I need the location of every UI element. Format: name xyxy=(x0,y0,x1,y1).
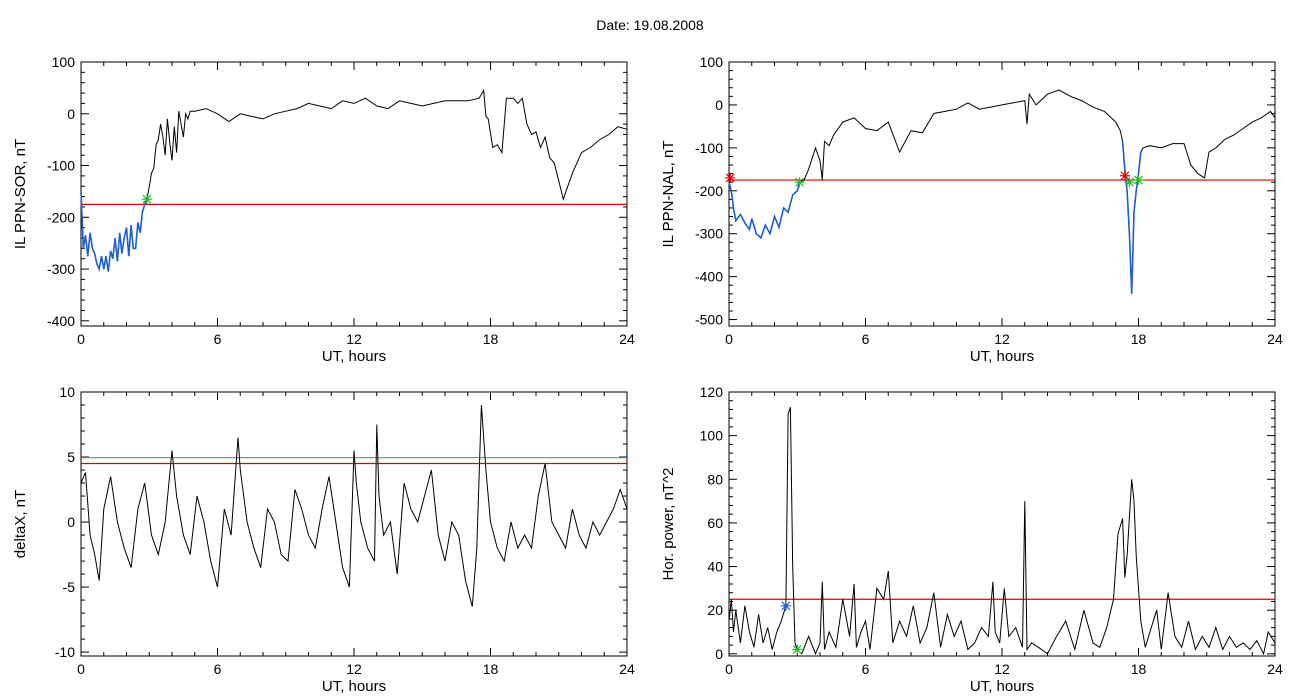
data-line xyxy=(728,407,1276,656)
chart-panel-4: 0 6 12 18 24 0 20 40 60 80 100 120 UT, hours Hor. pow… xyxy=(660,384,1283,695)
event-marker xyxy=(725,172,736,183)
event-marker xyxy=(1133,175,1144,186)
chart-panel-1: 0 6 12 18 24 -400 -300 -200 -100 0 100 UT, hours IL … xyxy=(12,54,635,365)
y-axis-label: deltaX, nT xyxy=(12,490,29,558)
x-tick-label: 6 xyxy=(214,331,222,347)
x-tick-label: 12 xyxy=(346,661,362,677)
y-tick-label: 0 xyxy=(715,97,723,113)
x-tick-label: 18 xyxy=(483,661,499,677)
plot-frame xyxy=(80,391,628,657)
y-tick-label: -400 xyxy=(695,269,723,285)
x-tick-label: 18 xyxy=(1131,331,1147,347)
event-marker-d2 xyxy=(1134,175,1143,185)
y-tick-label: -200 xyxy=(47,209,75,225)
event-marker xyxy=(794,177,805,188)
event-marker xyxy=(792,644,803,655)
highlight-line xyxy=(1121,141,1142,294)
event-marker xyxy=(780,600,791,611)
highlight-line xyxy=(728,181,801,240)
data-line xyxy=(80,88,628,272)
event-marker-d2 xyxy=(1124,177,1134,187)
x-tick-label: 24 xyxy=(619,331,635,347)
x-tick-label: 0 xyxy=(77,331,85,347)
y-tick-label: 0 xyxy=(67,514,75,530)
x-tick-label: 24 xyxy=(1267,331,1283,347)
y-tick-label: 100 xyxy=(700,54,724,70)
y-tick-label: 60 xyxy=(707,515,723,531)
event-marker xyxy=(141,194,152,205)
y-axis-label: Hor. power, nT^2 xyxy=(660,468,677,581)
event-marker-d2 xyxy=(792,645,802,654)
y-tick-label: 10 xyxy=(59,384,75,400)
event-marker-d2 xyxy=(795,177,804,187)
event-marker xyxy=(1124,177,1135,188)
data-line xyxy=(728,89,1276,294)
x-tick-label: 0 xyxy=(77,661,85,677)
y-tick-label: -300 xyxy=(47,261,75,277)
y-tick-label: -500 xyxy=(695,312,723,328)
y-axis-label: IL PPN-NAL, nT xyxy=(660,141,677,248)
y-tick-label: 0 xyxy=(715,646,723,662)
plot-frame xyxy=(80,61,628,327)
y-tick-label: -5 xyxy=(63,579,76,595)
x-tick-label: 0 xyxy=(725,661,733,677)
y-tick-label: -10 xyxy=(55,644,75,660)
y-tick-label: 5 xyxy=(67,449,75,465)
event-marker-d2 xyxy=(1120,171,1130,181)
event-marker-d2 xyxy=(142,194,152,204)
plot-frame xyxy=(728,61,1276,327)
x-tick-label: 12 xyxy=(994,661,1010,677)
y-tick-label: -300 xyxy=(695,226,723,242)
x-tick-label: 18 xyxy=(483,331,499,347)
y-tick-label: -200 xyxy=(695,183,723,199)
highlight-line xyxy=(80,191,148,272)
x-tick-label: 24 xyxy=(1267,661,1283,677)
event-marker xyxy=(1119,170,1130,181)
x-axis-label: UT, hours xyxy=(322,678,386,695)
y-tick-label: -100 xyxy=(47,158,75,174)
x-tick-label: 0 xyxy=(725,331,733,347)
date-title: Date: 19.08.2008 xyxy=(596,17,704,33)
y-tick-label: 40 xyxy=(707,559,723,575)
y-tick-label: 0 xyxy=(67,106,75,122)
x-tick-label: 18 xyxy=(1131,661,1147,677)
y-tick-label: 120 xyxy=(700,384,724,400)
y-tick-label: 20 xyxy=(707,602,723,618)
y-tick-label: 100 xyxy=(52,54,76,70)
x-tick-label: 6 xyxy=(862,331,870,347)
x-axis-label: UT, hours xyxy=(322,348,386,365)
y-tick-label: 80 xyxy=(707,471,723,487)
event-marker-d2 xyxy=(725,173,735,183)
x-axis-label: UT, hours xyxy=(970,348,1034,365)
x-tick-label: 12 xyxy=(994,331,1010,347)
x-axis-label: UT, hours xyxy=(970,678,1034,695)
event-marker-d2 xyxy=(781,601,791,611)
y-axis-label: IL PPN-SOR, nT xyxy=(12,139,29,249)
y-tick-label: -400 xyxy=(47,313,75,329)
y-tick-label: -100 xyxy=(695,140,723,156)
x-tick-label: 6 xyxy=(862,661,870,677)
chart-panel-3: 0 6 12 18 24 -10 -5 0 5 10 UT, hours deltaX, nT xyxy=(12,384,635,695)
x-tick-label: 24 xyxy=(619,661,635,677)
x-tick-label: 6 xyxy=(214,661,222,677)
y-tick-label: 100 xyxy=(700,428,724,444)
chart-panel-2: 0 6 12 18 24 -500 -400 -300 -200 -100 0 100 UT, hour… xyxy=(660,54,1283,365)
x-tick-label: 12 xyxy=(346,331,362,347)
data-line xyxy=(80,404,628,607)
